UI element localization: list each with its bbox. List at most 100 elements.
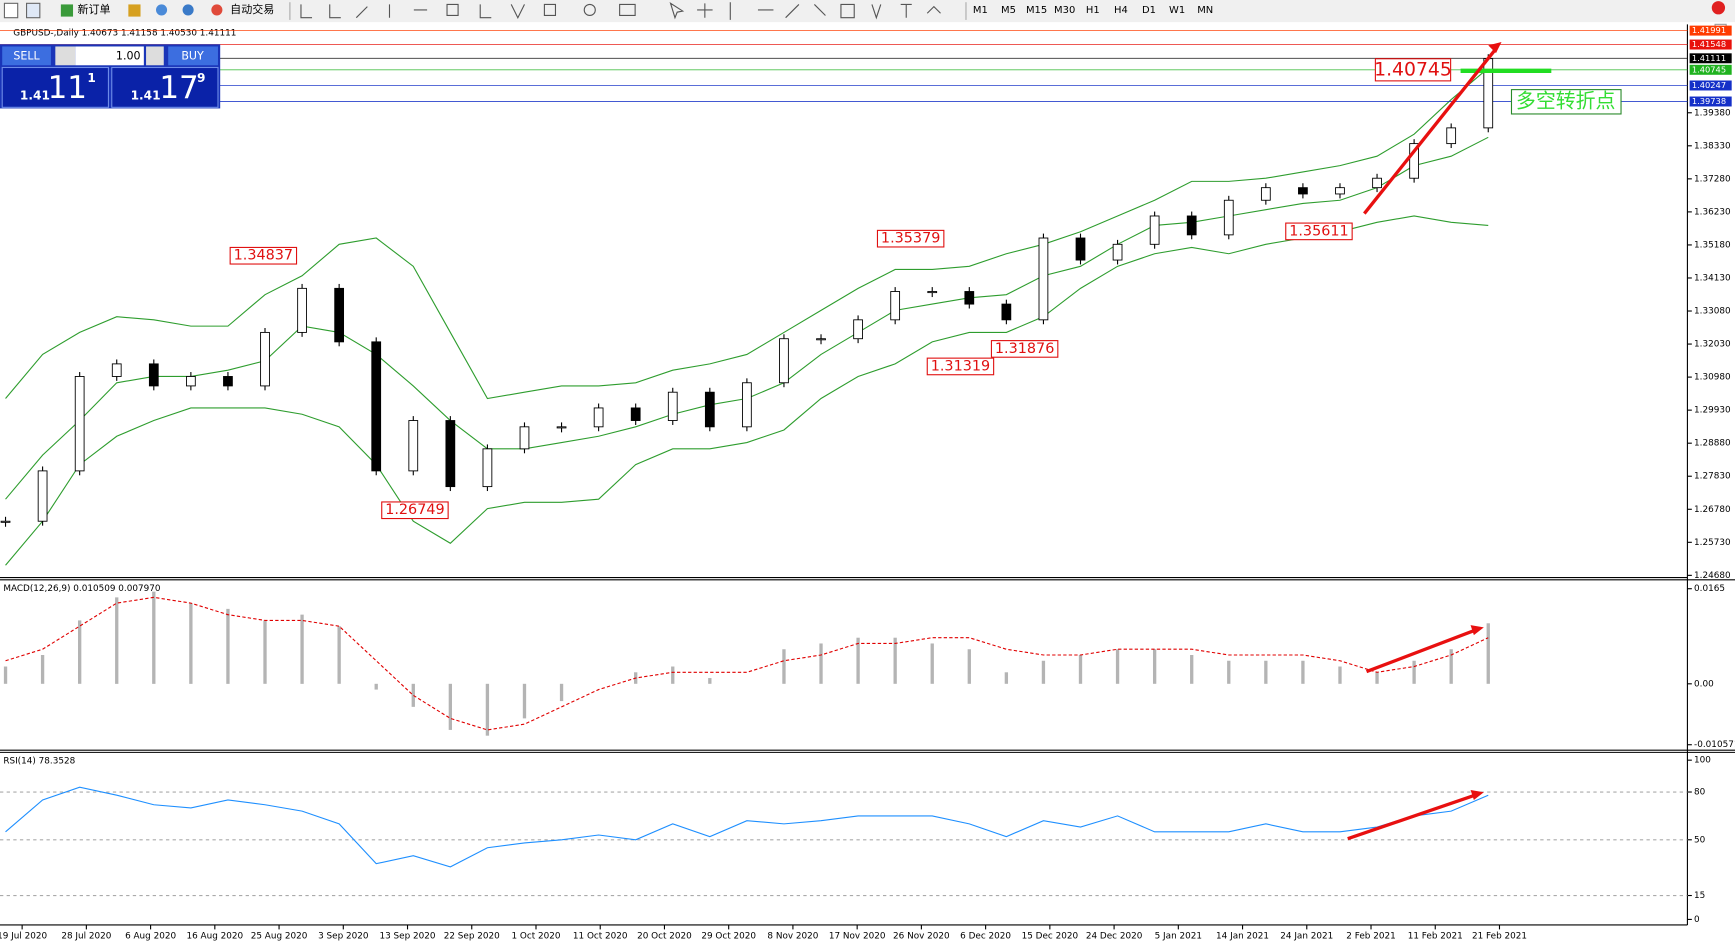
auto-trading[interactable]: 自动交易 [230,2,274,16]
x-tick-label: 17 Nov 2020 [829,932,886,942]
candle [1149,215,1160,245]
timeframe[interactable]: H4 [1114,5,1128,16]
price-annotation: 1.31876 [995,341,1054,357]
price-annotation: 1.26749 [385,502,444,518]
candle [1260,187,1271,201]
bid-pips: 11 [48,70,87,106]
tool-icons [300,2,941,20]
timeframe[interactable]: W1 [1169,5,1185,16]
sell-label[interactable]: SELL [13,49,40,62]
y-tick-label: 1.32030 [1694,340,1731,350]
lot-value[interactable]: 1.00 [116,49,141,62]
timeframe[interactable]: M1 [973,5,988,16]
lot-down[interactable] [55,46,76,66]
x-tick-label: 13 Sep 2020 [379,932,435,942]
candle [223,376,233,387]
x-tick-label: 29 Oct 2020 [701,932,756,942]
price-label-bg [1689,25,1732,36]
y-tick-label: 1.33080 [1694,307,1731,317]
icon[interactable] [156,4,168,16]
bid-fraction: 1 [87,71,95,85]
price-label: 1.41111 [1692,53,1726,63]
macd-arrow [1365,629,1475,674]
macd-title: MACD(12,26,9) 0.010509 0.007970 [3,584,161,594]
y-tick-label: 0.00 [1694,679,1714,689]
trend-arrow [1363,47,1498,215]
price-annotation-box [229,246,298,265]
candle [1112,243,1123,261]
candle [408,420,419,472]
x-tick-label: 3 Sep 2020 [318,932,369,942]
candle [371,341,382,472]
icon[interactable] [128,4,141,17]
candle [1409,143,1419,179]
icon[interactable] [26,2,41,19]
x-tick-label: 1 Oct 2020 [511,932,560,942]
buy-label[interactable]: BUY [181,49,204,62]
bollinger-band [5,215,1489,566]
bid-box[interactable] [1,66,109,108]
icon[interactable] [182,4,194,16]
candle [556,426,567,429]
annotation-layer: 多空转折点 [1347,42,1622,841]
x-tick-label: 25 Aug 2020 [251,932,308,942]
timeframe[interactable]: M15 [1026,5,1047,16]
rsi-arrow [1347,793,1475,841]
candle [630,407,641,421]
candle [74,376,85,472]
note-text: 多空转折点 [1516,89,1616,112]
lot-up[interactable] [146,46,164,66]
chart-layer: 1.39380 1.38330 1.37280 1.36230 1.35180 1.341… [0,25,1735,942]
candle [260,331,270,387]
candle [593,407,604,428]
macd-signal [5,596,1489,731]
price-label-bg [1689,64,1732,75]
timeframe[interactable]: M5 [1001,5,1016,16]
ask-box[interactable] [111,66,219,108]
timeframe[interactable]: MN [1197,5,1213,16]
sell-button[interactable] [2,46,51,66]
timeframe[interactable]: D1 [1142,5,1156,16]
price-label-bg [1689,39,1732,50]
icon[interactable] [3,2,19,19]
lot-input[interactable] [75,46,144,66]
candle [1075,237,1086,261]
x-tick-label: 22 Sep 2020 [444,932,500,942]
arrow-head [1470,789,1484,800]
price-annotation-box [990,340,1059,358]
candle [334,287,345,343]
x-tick-label: 6 Aug 2020 [125,932,176,942]
candle [816,338,826,341]
candle [927,291,938,294]
icon[interactable] [211,4,223,16]
candle [1298,187,1308,195]
x-tick-label: 15 Dec 2020 [1022,932,1079,942]
timeframe[interactable]: H1 [1086,5,1100,16]
candle [1223,199,1234,236]
candle [148,363,159,387]
candle [1335,187,1345,195]
alert-icon[interactable] [1711,1,1726,15]
icon[interactable] [60,4,74,17]
x-tick-label: 8 Nov 2020 [767,932,818,942]
bid-prefix: 1.41 [20,89,50,103]
price-label-bg [1689,96,1732,107]
y-tick-label: 15 [1694,891,1705,901]
candle [482,448,493,488]
buy-button[interactable] [168,46,218,66]
symbol-header: GBPUSD-,Daily 1.40673 1.41158 1.40530 1.… [13,29,236,39]
toolbar: 新订单 自动交易 M1 M5 M15 M30 H1 H4 D1 W1 MN [0,0,1735,23]
timeframe[interactable]: M30 [1054,5,1075,16]
new-order[interactable]: 新订单 [77,2,110,16]
y-tick-label: 1.34130 [1694,273,1731,283]
x-tick-label: 2 Feb 2021 [1346,932,1395,942]
x-tick-label: 16 Aug 2020 [186,932,243,942]
candle [853,319,863,340]
y-tick-label: 1.30980 [1694,373,1731,383]
x-tick-label: 5 Jan 2021 [1155,932,1202,942]
x-tick-label: 26 Nov 2020 [893,932,950,942]
price-label: 1.40745 [1692,64,1726,74]
rsi-title: RSI(14) 78.3528 [3,757,75,767]
price-annotation: 1.35379 [881,231,940,247]
